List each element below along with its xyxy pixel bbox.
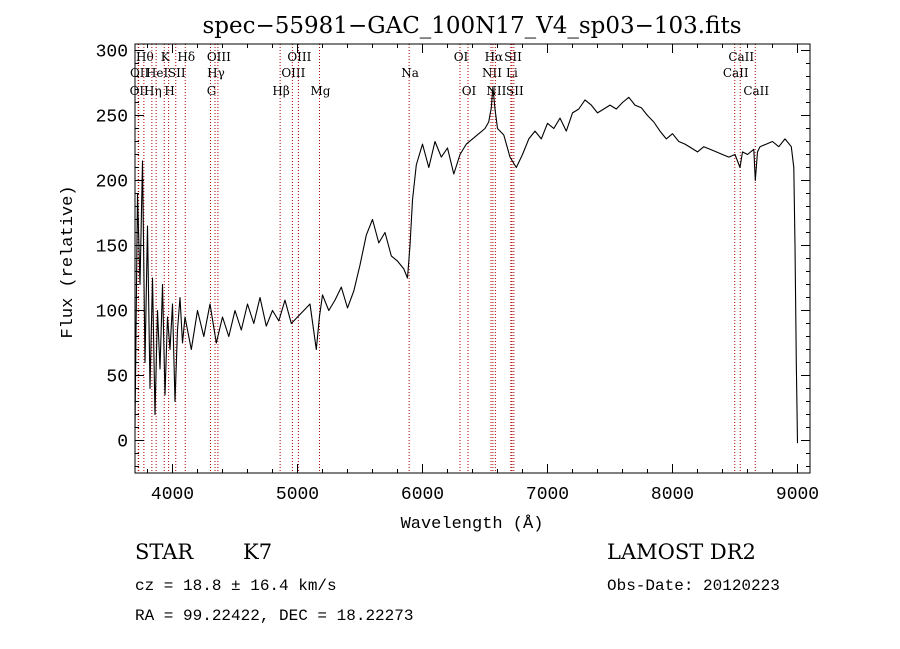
line-label: Na [401,66,419,80]
axis-ticks: 4000 5000 6000 7000 8000 9000 0 50 100 150 200 250 3… [96,43,820,506]
y-tick-label: 50 [106,368,128,388]
x-tick-label: 9000 [776,485,819,505]
redshift-text: cz = 18.8 ± 16.4 km/s [135,577,337,595]
series-group [134,86,799,444]
line-label: H [164,84,174,98]
object-class: STAR [135,540,194,564]
chart-title: spec−55981−GAC_100N17_V4_sp03−103.fits [202,13,741,39]
coordinates: RA = 99.22422, DEC = 18.22273 [135,607,413,625]
line-label: SII [504,50,522,64]
y-tick-label: 300 [96,43,128,63]
subclass: K7 [243,540,272,564]
x-tick-label: 4000 [151,485,194,505]
survey-label: LAMOST DR2 [607,540,756,564]
line-label: NII [486,84,506,98]
x-axis-label: Wavelength (Å) [401,515,544,534]
line-label: SII [506,84,524,98]
line-label: G [207,84,217,98]
x-tick-label: 8000 [651,485,694,505]
line-label: SII [168,66,186,80]
x-tick-label: 7000 [526,485,569,505]
line-label: OI [454,50,469,64]
line-label: Hβ [272,84,289,98]
y-axis-label: Flux (relative) [59,185,78,338]
line-label: Li [506,66,518,80]
line-label: Hγ [207,66,225,80]
y-tick-label: 0 [117,433,128,453]
line-label: Hδ [177,50,195,64]
line-label: OI [462,84,477,98]
plot-frame [134,43,811,474]
line-label: OII [130,84,150,98]
y-tick-label: 100 [96,303,128,323]
line-label: Hα [485,50,504,64]
line-label: Hθ [136,50,154,64]
y-tick-label: 150 [96,238,128,258]
line-markers: OIIOIIHθHηHeIKHSIIHδGHγOIIIHβOIIIOIIIMgN… [130,44,769,473]
line-label: OIII [207,50,231,64]
line-label: HeI [146,66,169,80]
y-tick-label: 250 [96,108,128,128]
line-label: CaII [723,66,749,80]
line-label: Hη [144,84,162,98]
spectrum-series-line [134,86,799,444]
line-label: NII [482,66,502,80]
line-label: OIII [281,66,305,80]
line-label: Mg [311,84,331,98]
x-tick-label: 5000 [276,485,319,505]
line-label: CaII [728,50,754,64]
x-tick-label: 6000 [401,485,444,505]
obs-date: Obs-Date: 20120223 [607,577,780,595]
line-label: K [161,50,171,64]
line-label: OIII [287,50,311,64]
line-label: CaII [743,84,769,98]
y-tick-label: 200 [96,173,128,193]
